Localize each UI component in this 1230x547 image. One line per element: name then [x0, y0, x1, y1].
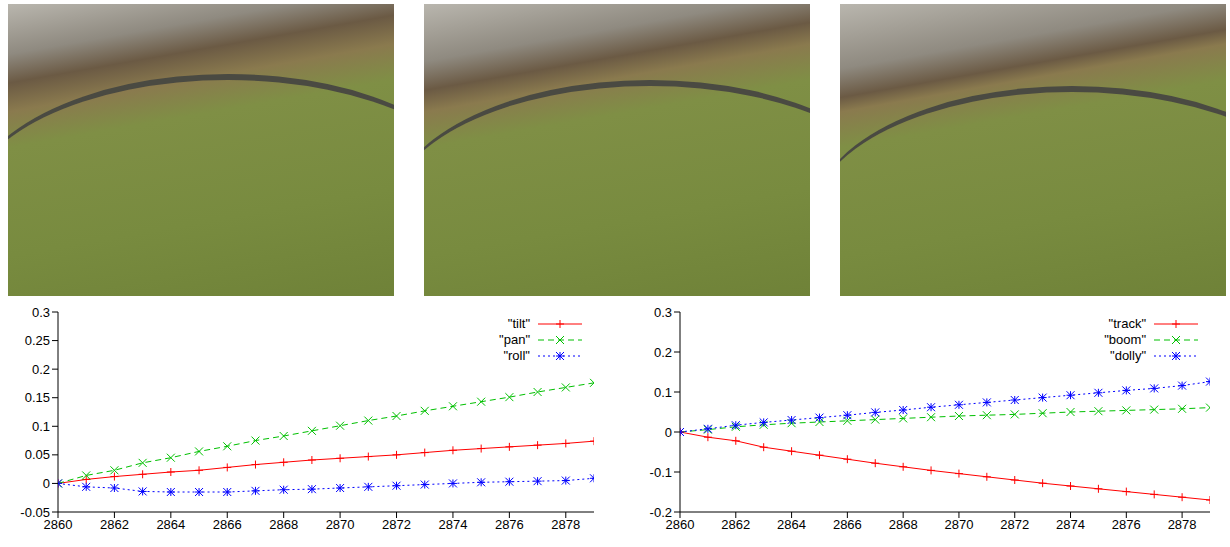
svg-text:2862: 2862: [721, 517, 750, 532]
svg-text:2874: 2874: [1056, 517, 1085, 532]
svg-text:2868: 2868: [269, 517, 298, 532]
svg-text:2864: 2864: [156, 517, 185, 532]
svg-text:0.2: 0.2: [32, 362, 50, 377]
svg-text:2870: 2870: [944, 517, 973, 532]
svg-text:-0.05: -0.05: [20, 505, 50, 520]
svg-text:0.3: 0.3: [654, 305, 672, 320]
svg-text:2876: 2876: [495, 517, 524, 532]
svg-text:0.15: 0.15: [25, 390, 50, 405]
svg-text:2878: 2878: [551, 517, 580, 532]
svg-text:0.2: 0.2: [654, 345, 672, 360]
svg-text:2866: 2866: [833, 517, 862, 532]
svg-text:2860: 2860: [43, 517, 73, 533]
svg-text:0.25: 0.25: [25, 333, 50, 348]
html-text:"track": "track": [1108, 316, 1146, 331]
svg-text:2862: 2862: [100, 517, 129, 532]
html-text:"boom": "boom": [1104, 332, 1146, 347]
svg-text:2872: 2872: [382, 517, 411, 532]
svg-text:0.1: 0.1: [32, 419, 50, 434]
svg-text:2876: 2876: [1112, 517, 1141, 532]
html-text:"tilt": "tilt": [507, 316, 530, 331]
svg-text:-0.1: -0.1: [650, 465, 672, 480]
svg-text:-0.2: -0.2: [650, 505, 672, 520]
svg-text:2860: 2860: [665, 517, 695, 533]
html-text:"roll": "roll": [503, 348, 530, 363]
svg-text:0.05: 0.05: [25, 447, 50, 462]
svg-text:2878: 2878: [1168, 517, 1197, 532]
svg-text:0: 0: [43, 476, 50, 491]
svg-text:2868: 2868: [889, 517, 918, 532]
svg-text:2870: 2870: [326, 517, 355, 532]
svg-text:2872: 2872: [1000, 517, 1029, 532]
svg-text:0: 0: [665, 425, 672, 440]
svg-text:0.1: 0.1: [654, 385, 672, 400]
svg-text:2866: 2866: [213, 517, 242, 532]
svg-text:2874: 2874: [438, 517, 467, 532]
svg-text:0.3: 0.3: [32, 305, 50, 320]
html-text:"dolly": "dolly": [1110, 348, 1146, 363]
html-text:"pan": "pan": [499, 332, 530, 347]
svg-text:2864: 2864: [777, 517, 806, 532]
